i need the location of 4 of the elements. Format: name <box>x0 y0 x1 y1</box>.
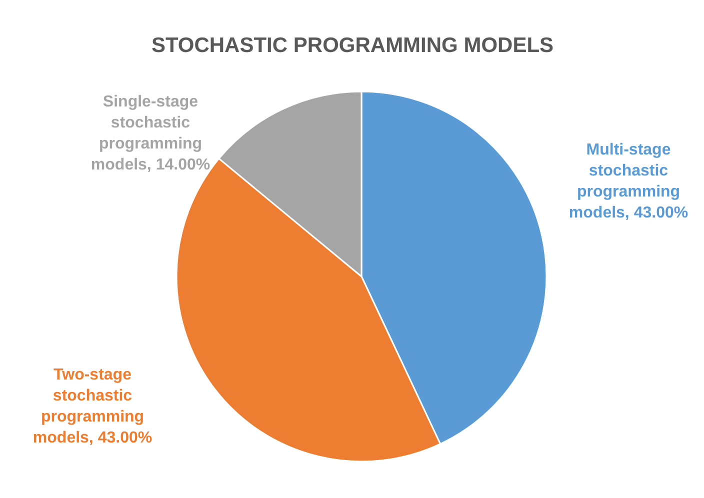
slice-label: Two-stage stochastic programming models, 43.00% <box>32 366 152 446</box>
slice-label: Single-stage stochastic programming models, 14.00% <box>90 94 210 174</box>
chart-title: STOCHASTIC PROGRAMMING MODELS <box>151 34 554 57</box>
slice-label: Multi-stage stochastic programming models, 43.00% <box>568 142 688 222</box>
